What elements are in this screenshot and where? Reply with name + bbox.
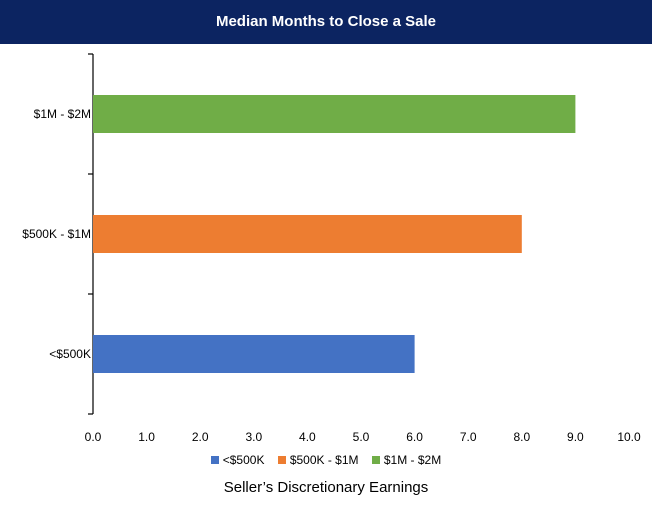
x-tick-label: 9.0 bbox=[567, 430, 584, 444]
x-tick-label: 5.0 bbox=[353, 430, 370, 444]
x-tick-label: 7.0 bbox=[460, 430, 477, 444]
legend-item-under-500k: <$500K bbox=[210, 453, 265, 467]
legend-item-500k-1m: $500K - $1M bbox=[277, 453, 359, 467]
legend-item-1m-2m: $1M - $2M bbox=[371, 453, 442, 467]
chart-title: Median Months to Close a Sale bbox=[215, 13, 437, 30]
bar-chart: <$500K $500K - $1M $1M - $2M 0.0 1.0 2.0 3.0 4.… bbox=[22, 53, 641, 444]
bar-1 bbox=[93, 215, 522, 253]
y-tick-label: <$500K bbox=[49, 347, 91, 361]
y-tick-label: $1M - $2M bbox=[34, 107, 91, 121]
title-bar: Median Months to Close a Sale bbox=[0, 0, 652, 44]
x-tick-label: 3.0 bbox=[245, 430, 262, 444]
bar-0 bbox=[93, 335, 415, 373]
legend-swatch bbox=[210, 456, 219, 464]
legend-label: $500K - $1M bbox=[289, 453, 359, 467]
legend-swatch bbox=[371, 456, 380, 464]
legend-swatch bbox=[277, 456, 286, 464]
x-axis-title: Seller’s Discretionary Earnings bbox=[223, 479, 429, 496]
legend-label: $1M - $2M bbox=[383, 453, 442, 467]
y-tick-label: $500K - $1M bbox=[22, 227, 91, 241]
x-tick-label: 2.0 bbox=[192, 430, 209, 444]
x-tick-label: 6.0 bbox=[406, 430, 423, 444]
legend: <$500K $500K - $1M $1M - $2M bbox=[0, 453, 652, 467]
x-tick-label: 4.0 bbox=[299, 430, 316, 444]
bar-2 bbox=[93, 95, 576, 133]
x-tick-label: 8.0 bbox=[513, 430, 530, 444]
x-tick-label: 1.0 bbox=[138, 430, 155, 444]
legend-label: <$500K bbox=[222, 453, 265, 467]
x-tick-label: 10.0 bbox=[617, 430, 641, 444]
x-tick-label: 0.0 bbox=[85, 430, 102, 444]
